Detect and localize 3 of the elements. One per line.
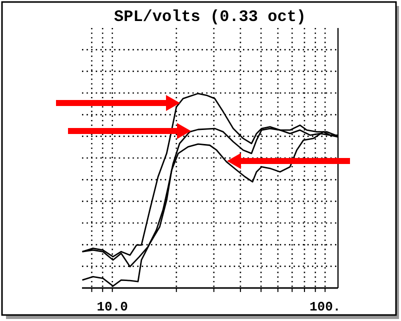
- x-tick-label: 10.0: [96, 300, 128, 315]
- chart-title: SPL/volts (0.33 oct): [114, 8, 306, 26]
- x-tick-label: 100.: [309, 300, 341, 315]
